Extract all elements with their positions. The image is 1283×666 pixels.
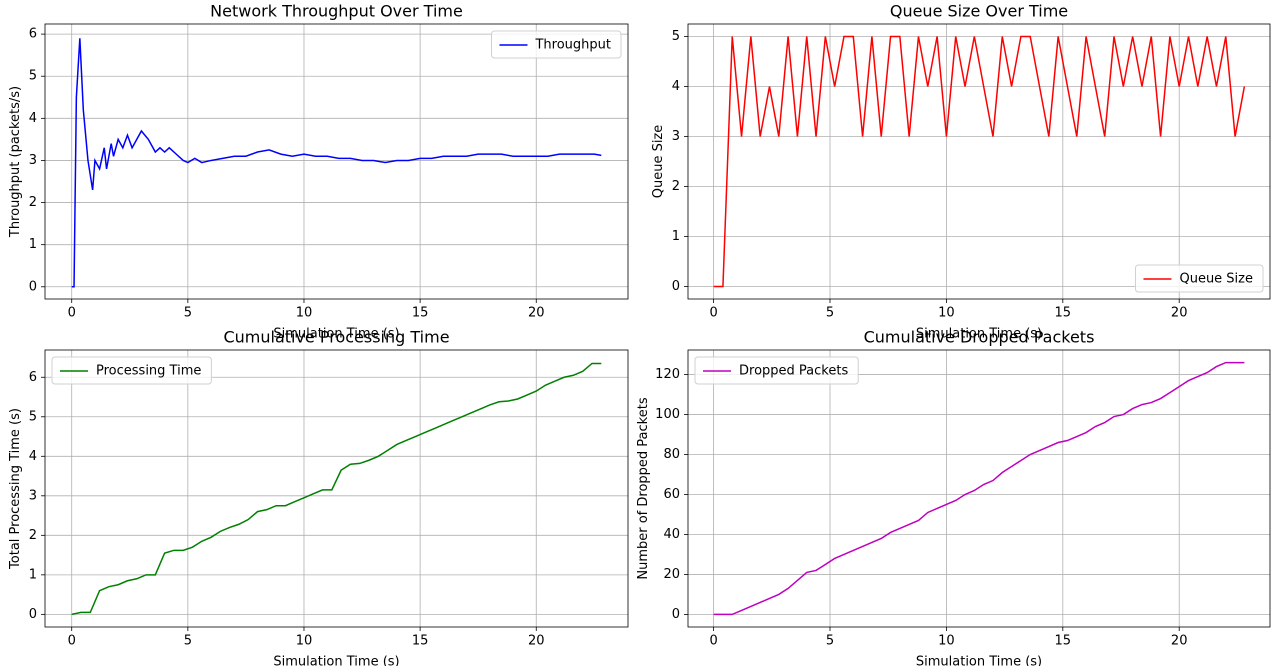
axes-frame	[687, 23, 1271, 300]
chart-title: Cumulative Dropped Packets	[864, 328, 1095, 347]
x-tick-label: 15	[1055, 306, 1072, 321]
axes-frame	[44, 349, 629, 628]
y-tick-label: 3	[29, 153, 37, 168]
x-tick-label: 20	[1171, 634, 1188, 649]
chart-title: Cumulative Processing Time	[223, 328, 449, 347]
series-group	[71, 38, 602, 288]
y-tick-label: 5	[672, 29, 680, 44]
x-tick-label: 10	[296, 306, 313, 321]
legend-box	[51, 356, 212, 385]
x-tick-label: 5	[826, 306, 834, 321]
x-tick-label: 10	[296, 634, 313, 649]
y-tick-label: 0	[672, 279, 680, 294]
y-tick-label: 100	[655, 407, 680, 422]
x-axis-label: Simulation Time (s)	[273, 655, 399, 666]
x-tick-label: 10	[938, 306, 955, 321]
y-axis-label: Throughput (packets/s)	[8, 86, 23, 238]
y-tick-label: 4	[672, 79, 680, 94]
y-tick-label: 2	[672, 179, 680, 194]
legend-label: Queue Size	[1179, 272, 1253, 287]
subplot: 0 5 10 15 20 0 1 2 3 4 5 Queue Size Over Time Simula…	[651, 2, 1271, 342]
subplot: 0 5 10 15 20 0 20 40 60 80 100 120 Cumulative Droppe…	[636, 328, 1271, 666]
y-tick-label: 20	[663, 567, 680, 582]
x-tick-label: 5	[184, 306, 192, 321]
axes-frame	[687, 349, 1271, 628]
series-group	[713, 35, 1246, 288]
plot-area	[45, 24, 628, 299]
chart-title: Network Throughput Over Time	[210, 2, 463, 21]
y-tick-label: 1	[29, 567, 37, 582]
plot-area	[688, 350, 1270, 627]
y-tick-label: 3	[29, 488, 37, 503]
x-tick-label: 20	[528, 306, 545, 321]
y-tick-label: 2	[29, 528, 37, 543]
data-line	[713, 35, 1246, 288]
y-tick-label: 1	[29, 237, 37, 252]
y-tick-label: 4	[29, 449, 37, 464]
x-tick-label: 5	[184, 634, 192, 649]
x-tick-label: 5	[826, 634, 834, 649]
subplot: 0 5 10 15 20 0 1 2 3 4 5 6 Network Throughput Over T…	[8, 2, 629, 342]
legend: Dropped Packets	[694, 356, 859, 385]
x-axis-label: Simulation Time (s)	[916, 327, 1042, 342]
y-tick-label: 6	[29, 370, 37, 385]
x-axis-label: Simulation Time (s)	[916, 655, 1042, 666]
legend: Processing Time	[51, 356, 212, 385]
y-tick-label: 4	[29, 111, 37, 126]
legend-label: Dropped Packets	[739, 364, 848, 379]
y-tick-label: 40	[663, 527, 680, 542]
subplot: 0 5 10 15 20 0 1 2 3 4 5 6 Cumulative Processing Tim…	[8, 328, 629, 666]
x-tick-label: 0	[68, 634, 76, 649]
data-line	[713, 361, 1245, 616]
plot-area	[45, 350, 628, 627]
y-tick-label: 5	[29, 69, 37, 84]
data-line	[71, 362, 602, 616]
y-tick-label: 3	[672, 129, 680, 144]
y-tick-label: 0	[672, 607, 680, 622]
x-tick-label: 0	[709, 306, 717, 321]
x-tick-label: 20	[1171, 306, 1188, 321]
x-tick-label: 20	[528, 634, 545, 649]
legend-box	[490, 30, 622, 59]
x-tick-label: 15	[1055, 634, 1072, 649]
y-tick-label: 5	[29, 409, 37, 424]
legend-box	[1134, 264, 1264, 293]
x-tick-label: 15	[412, 634, 429, 649]
legend-label: Processing Time	[96, 364, 201, 379]
legend: Queue Size	[1134, 264, 1264, 293]
series-group	[713, 361, 1245, 616]
axes-frame	[44, 23, 629, 300]
y-tick-label: 0	[29, 279, 37, 294]
y-axis-label: Number of Dropped Packets	[636, 397, 651, 579]
y-tick-label: 80	[663, 447, 680, 462]
legend-label: Throughput	[534, 38, 611, 53]
chart-title: Queue Size Over Time	[890, 2, 1068, 21]
x-tick-label: 15	[412, 306, 429, 321]
legend-box	[694, 356, 859, 385]
y-tick-label: 6	[29, 27, 37, 42]
y-tick-label: 2	[29, 195, 37, 210]
y-axis-label: Queue Size	[651, 125, 666, 199]
x-axis-label: Simulation Time (s)	[273, 327, 399, 342]
y-tick-label: 0	[29, 607, 37, 622]
y-tick-label: 1	[672, 229, 680, 244]
x-tick-label: 0	[68, 306, 76, 321]
y-tick-label: 60	[663, 487, 680, 502]
data-line	[71, 38, 602, 288]
legend: Throughput	[490, 30, 622, 59]
x-tick-label: 10	[938, 634, 955, 649]
series-group	[71, 362, 602, 616]
y-axis-label: Total Processing Time (s)	[8, 408, 23, 570]
x-tick-label: 0	[709, 634, 717, 649]
y-tick-label: 120	[655, 367, 680, 382]
